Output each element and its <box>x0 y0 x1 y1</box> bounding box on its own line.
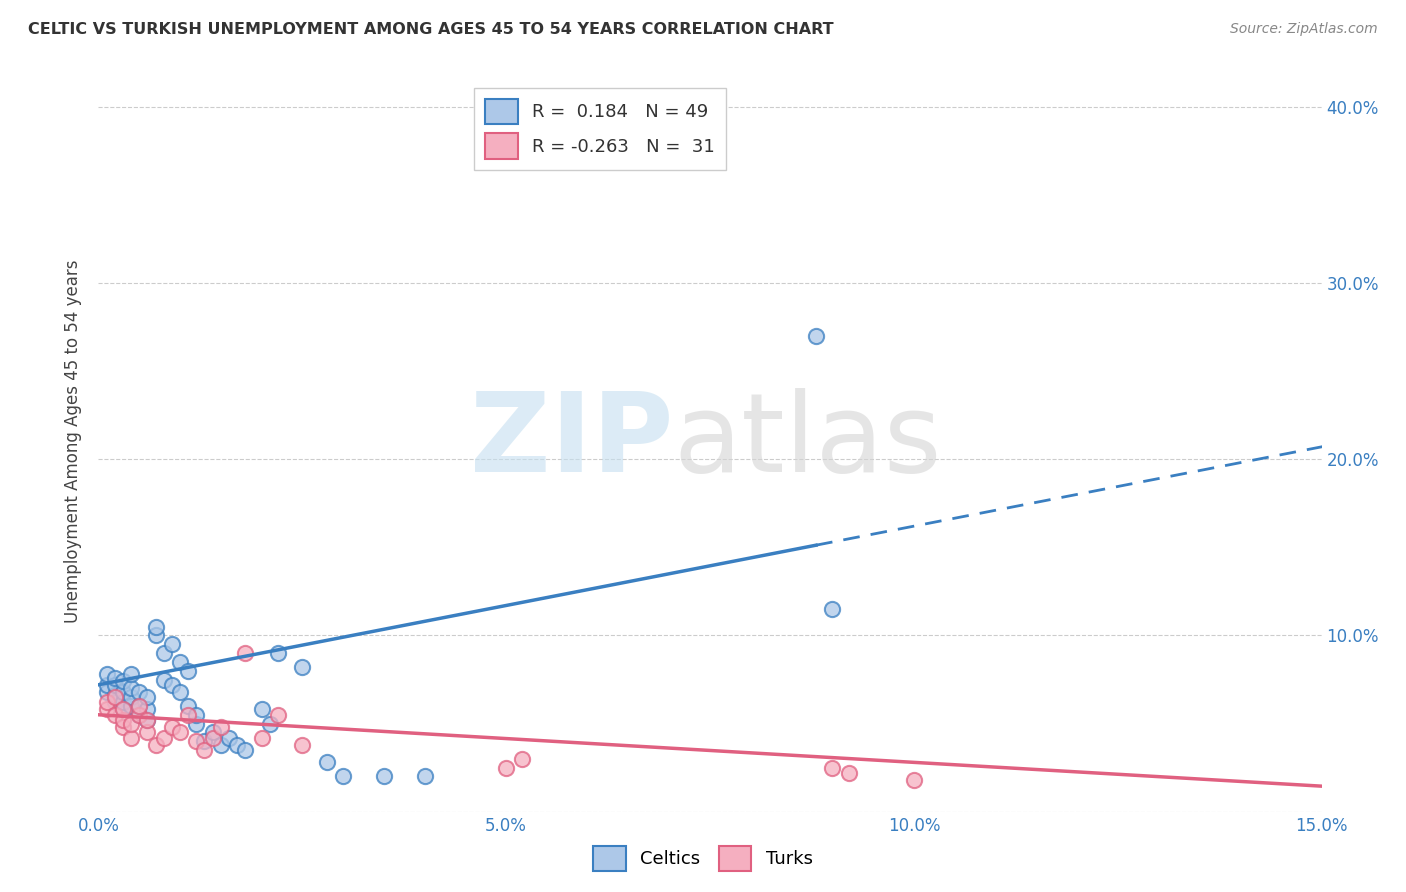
Point <box>152 731 174 745</box>
Point <box>250 731 273 745</box>
Point <box>128 698 150 713</box>
Point <box>136 713 159 727</box>
Point <box>96 685 118 699</box>
Point <box>495 761 517 775</box>
Point <box>209 720 232 734</box>
Point <box>838 766 860 780</box>
Point <box>128 707 150 722</box>
Point <box>120 698 142 713</box>
Point <box>373 769 395 783</box>
Point <box>111 702 134 716</box>
Point <box>177 707 200 722</box>
Point <box>104 690 127 705</box>
Point <box>160 720 183 734</box>
Point <box>160 637 183 651</box>
Point <box>193 743 215 757</box>
Point <box>315 756 337 770</box>
Point <box>152 646 174 660</box>
Point <box>120 667 142 681</box>
Point <box>96 695 118 709</box>
Point <box>169 655 191 669</box>
Point <box>128 685 150 699</box>
Point <box>193 734 215 748</box>
Point <box>169 685 191 699</box>
Point <box>104 689 127 703</box>
Point <box>120 731 142 745</box>
Point <box>186 707 208 722</box>
Point <box>96 667 118 681</box>
Point <box>104 678 127 692</box>
Point <box>291 738 314 752</box>
Point <box>111 695 134 709</box>
Point <box>136 702 159 716</box>
Point <box>120 690 142 705</box>
Point <box>177 664 200 678</box>
Legend: R =  0.184   N = 49, R = -0.263   N =  31: R = 0.184 N = 49, R = -0.263 N = 31 <box>474 87 725 169</box>
Text: ZIP: ZIP <box>470 388 673 495</box>
Point <box>104 695 127 709</box>
Point <box>104 707 127 722</box>
Point <box>186 716 208 731</box>
Point <box>291 660 314 674</box>
Point <box>111 720 134 734</box>
Point <box>903 772 925 787</box>
Point <box>259 716 281 731</box>
Point <box>201 731 224 745</box>
Point <box>218 731 240 745</box>
Point <box>145 619 167 633</box>
Point <box>152 673 174 687</box>
Point <box>332 769 354 783</box>
Point <box>111 685 134 699</box>
Legend: Celtics, Turks: Celtics, Turks <box>586 838 820 879</box>
Point <box>104 671 127 685</box>
Point <box>413 769 436 783</box>
Point <box>96 702 118 716</box>
Point <box>111 713 134 727</box>
Point <box>250 702 273 716</box>
Y-axis label: Unemployment Among Ages 45 to 54 years: Unemployment Among Ages 45 to 54 years <box>65 260 83 624</box>
Point <box>233 646 256 660</box>
Point <box>186 734 208 748</box>
Point <box>267 707 290 722</box>
Point <box>128 698 150 713</box>
Point <box>120 681 142 696</box>
Point <box>96 678 118 692</box>
Point <box>145 628 167 642</box>
Point <box>136 690 159 705</box>
Point <box>226 738 249 752</box>
Point <box>136 725 159 739</box>
Point <box>145 738 167 752</box>
Point <box>169 725 191 739</box>
Point <box>267 646 290 660</box>
Point <box>821 761 844 775</box>
Text: CELTIC VS TURKISH UNEMPLOYMENT AMONG AGES 45 TO 54 YEARS CORRELATION CHART: CELTIC VS TURKISH UNEMPLOYMENT AMONG AGE… <box>28 22 834 37</box>
Point <box>201 725 224 739</box>
Text: atlas: atlas <box>673 388 942 495</box>
Point <box>111 702 134 716</box>
Point <box>209 738 232 752</box>
Point <box>233 743 256 757</box>
Text: Source: ZipAtlas.com: Source: ZipAtlas.com <box>1230 22 1378 37</box>
Point <box>160 678 183 692</box>
Point <box>512 752 534 766</box>
Point <box>177 698 200 713</box>
Point <box>128 707 150 722</box>
Point <box>120 716 142 731</box>
Point <box>804 328 827 343</box>
Point <box>821 602 844 616</box>
Point <box>136 713 159 727</box>
Point <box>111 674 134 689</box>
